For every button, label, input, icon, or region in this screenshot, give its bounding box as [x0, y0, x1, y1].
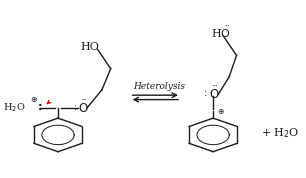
Text: $\rm\ddot{O}$: $\rm\ddot{O}$ [209, 85, 220, 102]
Text: $\rm\ddot{O}$: $\rm\ddot{O}$ [78, 99, 88, 116]
Text: HO: HO [81, 42, 100, 52]
Text: $\oplus$: $\oplus$ [31, 95, 38, 104]
Text: + H$_2$O: + H$_2$O [261, 126, 300, 140]
Text: Heterolysis: Heterolysis [133, 82, 185, 91]
Text: H$_2$O: H$_2$O [3, 101, 26, 114]
Text: $\oplus$: $\oplus$ [218, 107, 225, 116]
Text: :: : [74, 102, 77, 112]
Text: :: : [38, 102, 43, 112]
Text: :: : [204, 88, 207, 98]
FancyArrowPatch shape [47, 101, 50, 104]
Text: H$\rm\ddot{O}$: H$\rm\ddot{O}$ [211, 25, 230, 40]
